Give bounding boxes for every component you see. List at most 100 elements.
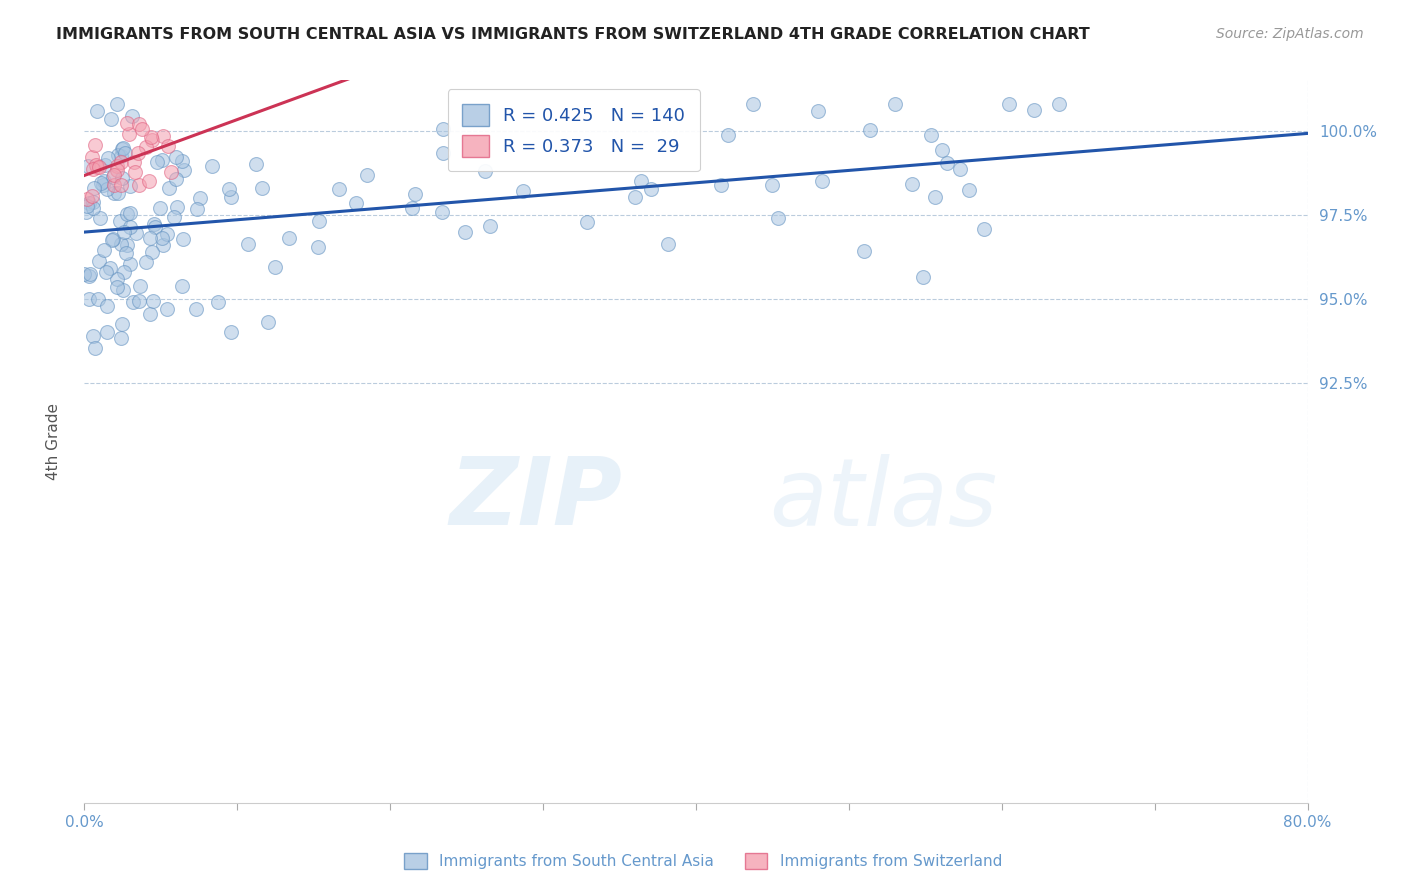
Legend: R = 0.425   N = 140, R = 0.373   N =  29: R = 0.425 N = 140, R = 0.373 N = 29 <box>447 89 700 171</box>
Point <box>128 293 150 308</box>
Point <box>811 174 834 188</box>
Point <box>973 221 995 235</box>
Point <box>142 293 165 308</box>
Point <box>82 201 104 215</box>
Point <box>432 121 454 136</box>
Point <box>142 217 165 231</box>
Point <box>77 292 100 306</box>
Point <box>221 189 243 203</box>
Point <box>139 231 162 245</box>
Point <box>131 122 153 136</box>
Point <box>111 142 134 156</box>
Point <box>474 164 496 178</box>
Point <box>859 123 882 137</box>
Point <box>124 165 146 179</box>
Point <box>77 195 100 210</box>
Point <box>105 163 128 178</box>
Point <box>108 214 131 228</box>
Point <box>118 127 141 141</box>
Point <box>250 181 273 195</box>
Point <box>245 157 267 171</box>
Point <box>87 254 110 268</box>
Point <box>156 227 179 242</box>
Point <box>150 153 173 167</box>
Point <box>768 211 790 225</box>
Point <box>166 149 188 163</box>
Point <box>110 178 132 193</box>
Point <box>997 96 1019 111</box>
Point <box>924 190 946 204</box>
Point <box>110 236 132 251</box>
Point <box>110 154 132 169</box>
Point <box>114 145 136 160</box>
Point <box>1047 96 1070 111</box>
Point <box>76 160 98 174</box>
Point <box>404 187 426 202</box>
Point <box>110 149 132 163</box>
Point <box>624 190 647 204</box>
Point <box>356 168 378 182</box>
Point <box>344 196 367 211</box>
Point <box>93 178 115 192</box>
Point <box>118 205 141 219</box>
Point <box>201 159 224 173</box>
Point <box>100 112 122 127</box>
Point <box>105 280 128 294</box>
Text: ZIP: ZIP <box>450 453 623 545</box>
Point <box>86 160 108 174</box>
Point <box>115 116 138 130</box>
Point <box>807 104 830 119</box>
Text: IMMIGRANTS FROM SOUTH CENTRAL ASIA VS IMMIGRANTS FROM SWITZERLAND 4TH GRADE CORR: IMMIGRANTS FROM SOUTH CENTRAL ASIA VS IM… <box>56 27 1090 42</box>
Point <box>75 205 97 219</box>
Point <box>717 128 740 143</box>
Point <box>84 138 107 153</box>
Point <box>90 177 112 191</box>
Point <box>115 238 138 252</box>
Point <box>77 268 100 283</box>
Point <box>170 153 193 168</box>
Point <box>575 215 598 229</box>
Point <box>432 205 454 219</box>
Point <box>96 299 118 313</box>
Point <box>263 260 285 275</box>
Point <box>129 278 152 293</box>
Point <box>110 331 132 345</box>
Point <box>172 232 194 246</box>
Point <box>165 172 187 186</box>
Point <box>118 257 141 271</box>
Point <box>93 174 115 188</box>
Point <box>170 279 193 293</box>
Point <box>307 239 329 253</box>
Point <box>219 325 242 339</box>
Point <box>218 182 240 196</box>
Point <box>936 156 959 170</box>
Point <box>122 295 145 310</box>
Point <box>166 200 188 214</box>
Point <box>94 158 117 172</box>
Point <box>111 317 134 331</box>
Point <box>135 255 157 269</box>
Point <box>742 97 765 112</box>
Point <box>128 178 150 193</box>
Point <box>101 169 124 184</box>
Point <box>308 213 330 227</box>
Point <box>82 189 104 203</box>
Point <box>884 96 907 111</box>
Point <box>401 201 423 215</box>
Point <box>93 243 115 257</box>
Point <box>97 151 120 165</box>
Point <box>188 191 211 205</box>
Point <box>76 192 98 206</box>
Point <box>82 194 104 209</box>
Point <box>328 181 350 195</box>
Point <box>125 226 148 240</box>
Point <box>143 220 166 235</box>
Point <box>1022 103 1045 118</box>
Point <box>256 315 278 329</box>
Point <box>87 292 110 306</box>
Point <box>96 325 118 339</box>
Point <box>111 283 134 297</box>
Point <box>122 155 145 169</box>
Point <box>236 237 259 252</box>
Text: atlas: atlas <box>769 454 998 545</box>
